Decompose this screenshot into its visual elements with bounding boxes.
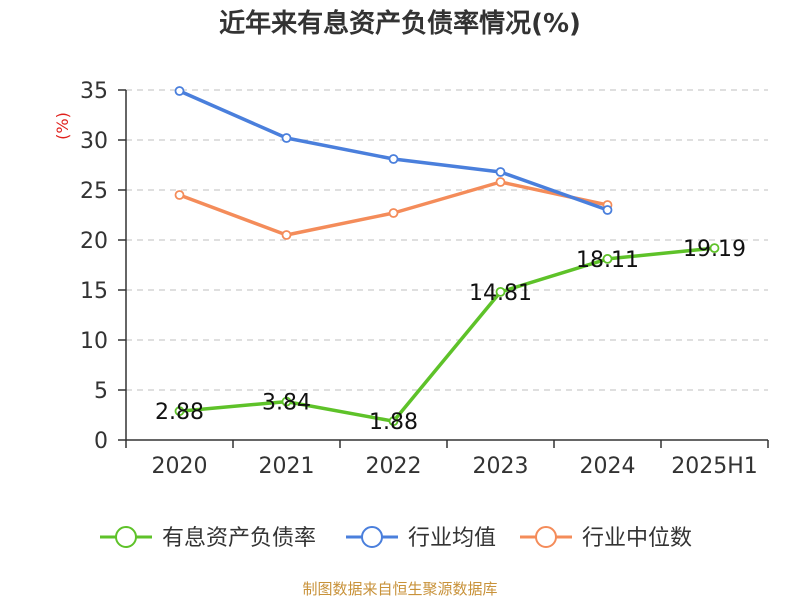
data-point-2 [281, 230, 292, 240]
x-tick-label: 2024 [580, 454, 636, 479]
x-tick-label: 2025H1 [671, 454, 758, 479]
y-tick-label: 20 [80, 229, 108, 254]
data-point-0 [602, 253, 613, 264]
data-point-2 [495, 177, 506, 187]
data-point-1 [602, 205, 613, 215]
data-point-0 [495, 286, 506, 297]
y-tick-label: 10 [80, 329, 108, 354]
data-label: 19.19 [683, 237, 746, 262]
data-point-0 [709, 243, 720, 254]
data-label: 3.84 [262, 391, 311, 416]
y-axis-unit-label: (%) [53, 112, 72, 140]
data-point-1 [388, 154, 399, 164]
data-point-2 [388, 208, 399, 218]
legend-label: 有息资产负债率 [162, 526, 316, 551]
x-tick-label: 2021 [259, 454, 315, 479]
y-tick-label: 25 [80, 179, 108, 204]
data-label: 18.11 [576, 248, 639, 273]
data-label: 1.88 [369, 410, 418, 435]
grid-layer [126, 89, 768, 391]
series-layer [174, 86, 720, 427]
y-tick-label: 15 [80, 279, 108, 304]
data-point-1 [495, 167, 506, 177]
legend-swatch-marker [361, 526, 383, 548]
data-label: 2.88 [155, 400, 204, 425]
x-tick-label: 2020 [152, 454, 208, 479]
legend-label: 行业均值 [408, 526, 496, 551]
legend-label: 行业中位数 [582, 526, 692, 551]
y-tick-label: 0 [94, 429, 108, 454]
data-point-0 [174, 406, 185, 417]
data-point-1 [281, 133, 292, 143]
legend-swatch-marker [115, 526, 137, 548]
y-tick-label: 5 [94, 379, 108, 404]
data-point-2 [174, 190, 185, 200]
data-point-0 [281, 396, 292, 407]
data-label-layer: 2.88 3.84 1.88 14.81 18.11 19.19 [155, 237, 746, 435]
y-tick-label: 35 [80, 79, 108, 104]
data-label: 14.81 [469, 281, 532, 306]
axis-layer: 0 5 10 15 20 25 30 35 2020 2021 2022 2023 2024 2025H1 [80, 79, 769, 479]
chart-title: 近年来有息资产负债率情况(%) [219, 8, 581, 39]
data-point-0 [388, 416, 399, 427]
legend: 有息资产负债率 行业均值 行业中位数 [100, 526, 692, 551]
y-tick-label: 30 [80, 129, 108, 154]
source-note: 制图数据来自恒生聚源数据库 [302, 580, 497, 598]
data-point-1 [174, 86, 185, 96]
series-line-0 [177, 246, 717, 423]
legend-swatch-marker [535, 526, 557, 548]
x-tick-label: 2022 [366, 454, 422, 479]
x-tick-label: 2023 [473, 454, 529, 479]
